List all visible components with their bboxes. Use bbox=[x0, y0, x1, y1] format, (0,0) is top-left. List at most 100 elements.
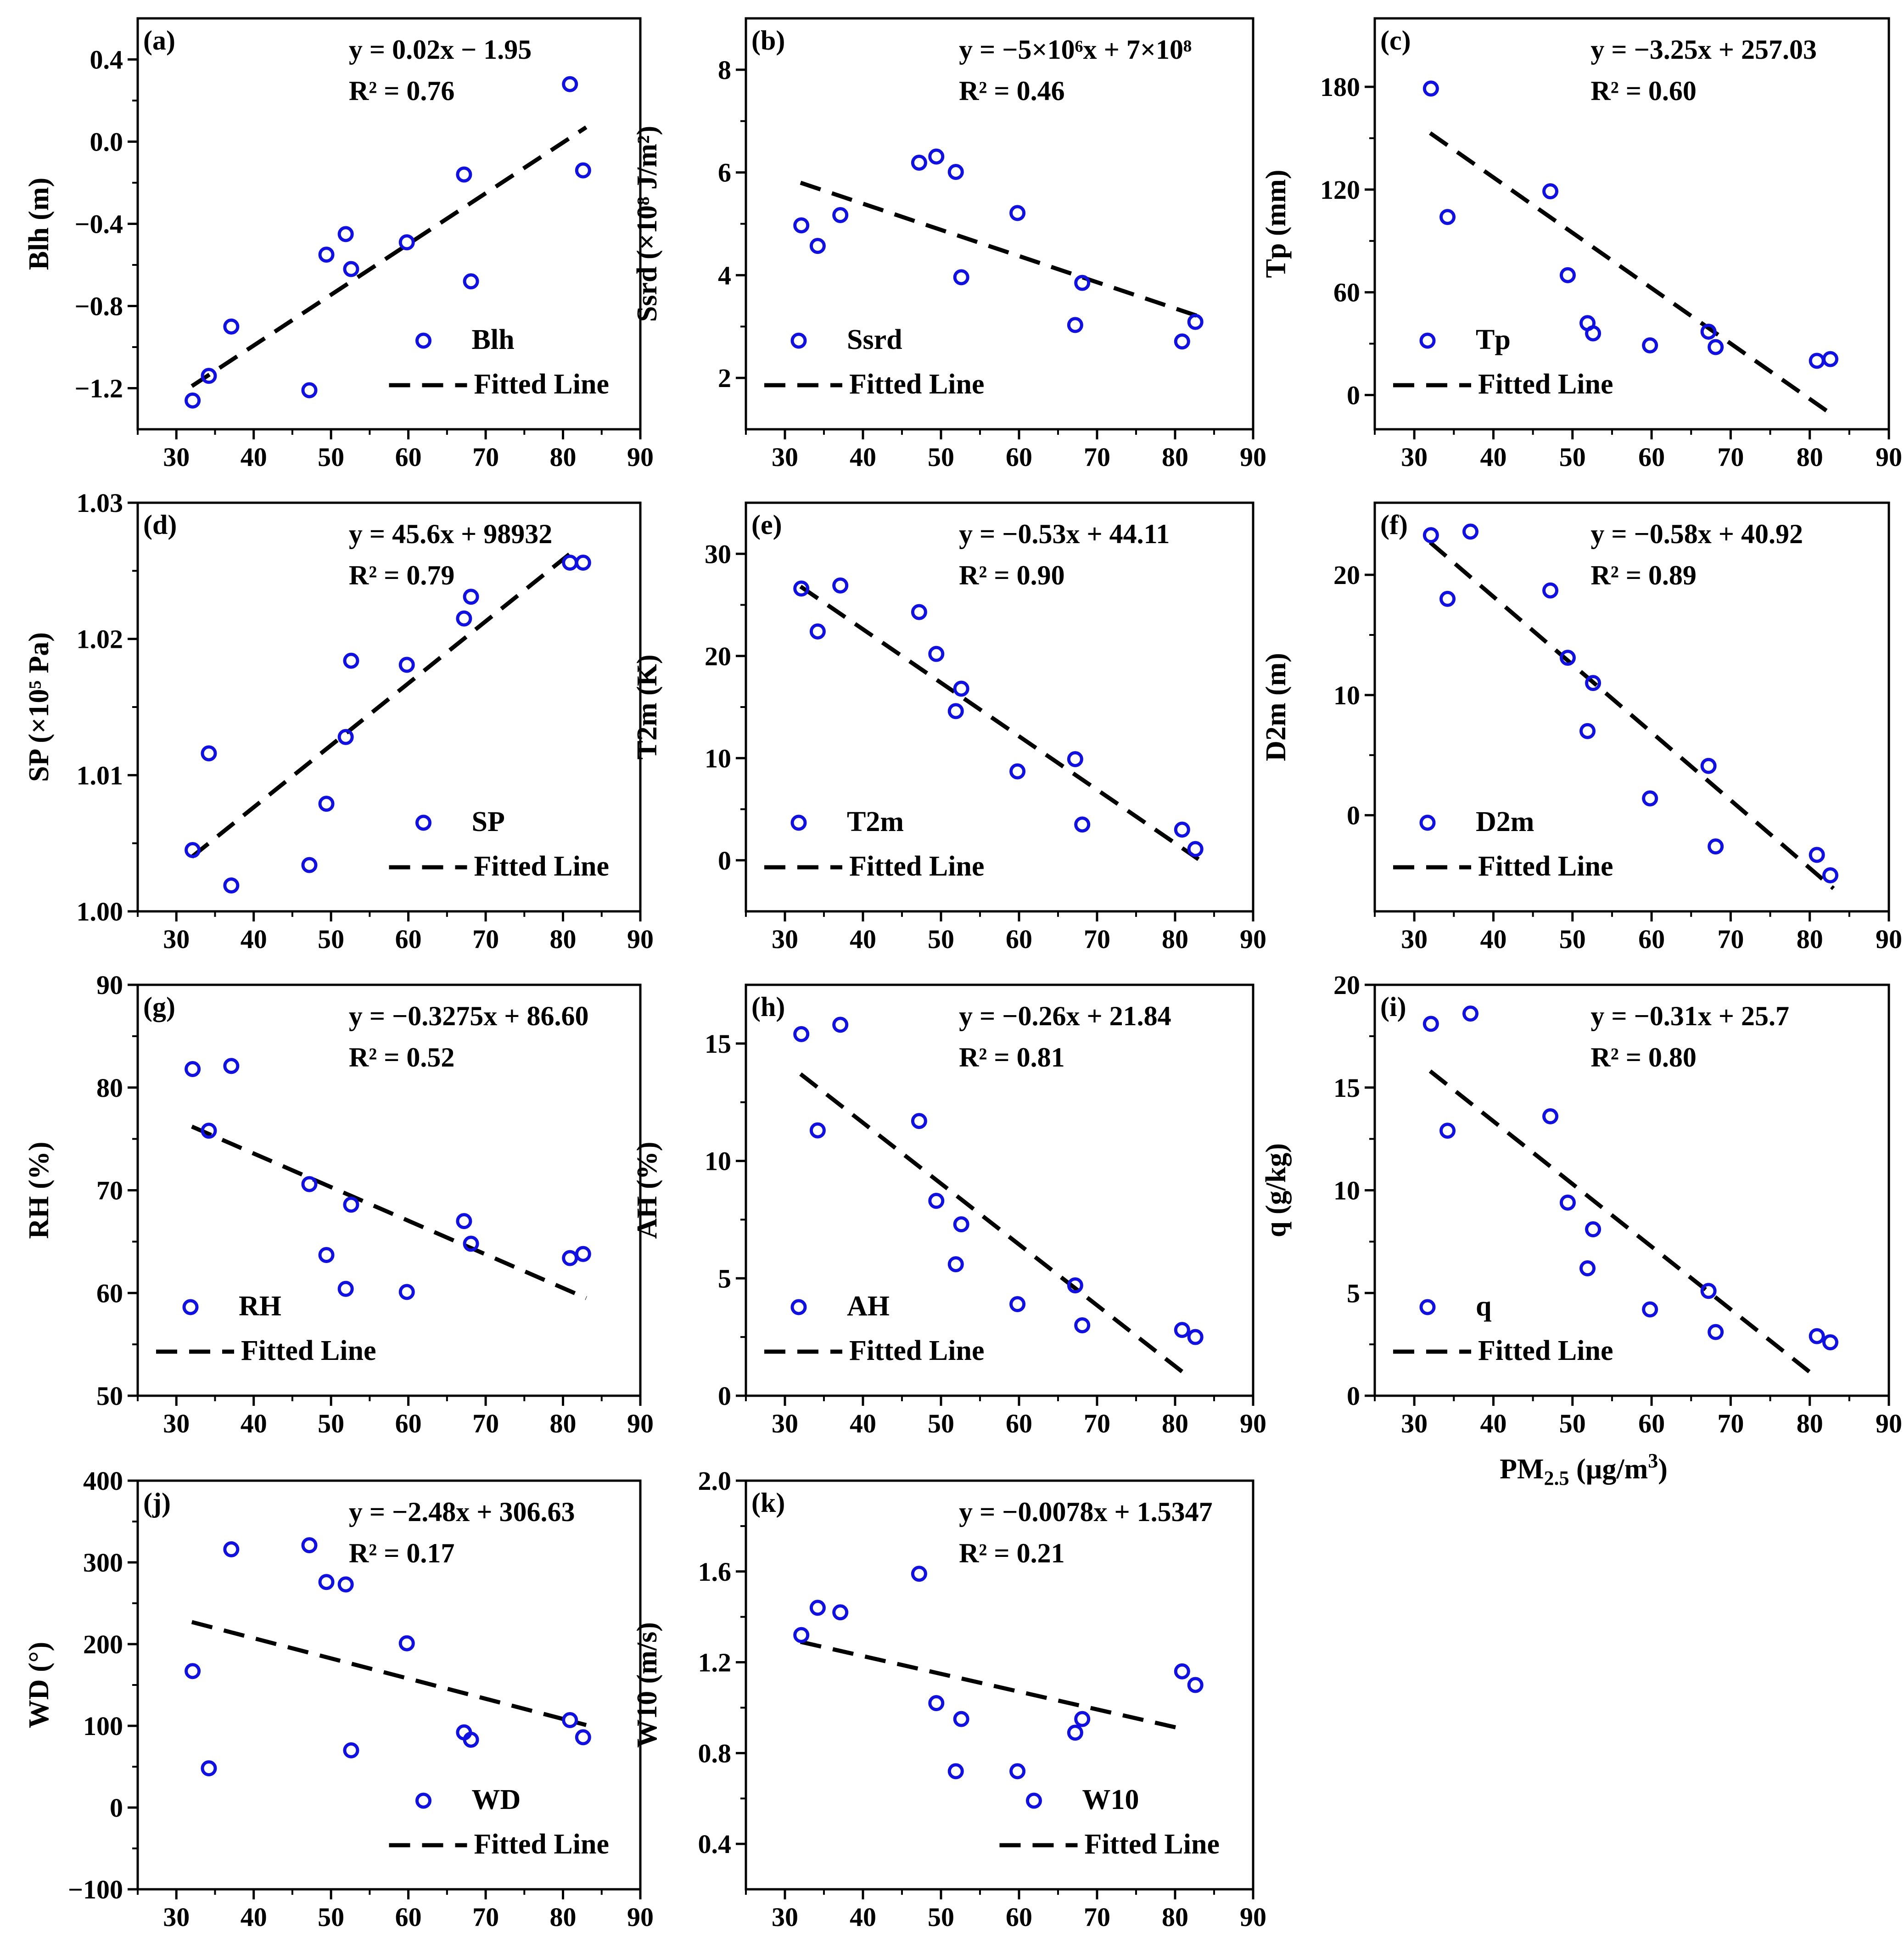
legend-marker bbox=[415, 814, 431, 831]
fit-equation: y = −0.58x + 40.92 bbox=[1590, 519, 1803, 549]
y-tick-label: 15 bbox=[705, 1029, 731, 1059]
data-point bbox=[1187, 841, 1204, 857]
y-tick-label: 0 bbox=[110, 1793, 123, 1823]
data-point bbox=[793, 1026, 810, 1042]
x-tick-label: 70 bbox=[472, 924, 499, 954]
data-point bbox=[1009, 1763, 1026, 1780]
data-point bbox=[1708, 1324, 1724, 1340]
fitted-line bbox=[191, 1620, 587, 1727]
y-tick-label: 0.0 bbox=[90, 127, 123, 157]
y-tick-label: 20 bbox=[1333, 560, 1360, 590]
x-tick-label: 30 bbox=[163, 1902, 190, 1932]
y-axis-title: Blh (m) bbox=[23, 178, 55, 270]
data-point bbox=[953, 1216, 969, 1233]
y-tick-label: 120 bbox=[1320, 175, 1360, 205]
data-point bbox=[832, 1604, 849, 1621]
data-point bbox=[398, 1284, 415, 1300]
data-point bbox=[398, 234, 415, 251]
data-point bbox=[953, 269, 969, 286]
data-point bbox=[343, 261, 359, 277]
panel-label: (b) bbox=[751, 25, 785, 56]
x-tick-label: 60 bbox=[1006, 924, 1032, 954]
data-point bbox=[1822, 351, 1838, 367]
legend-fit-label: Fitted Line bbox=[849, 369, 984, 400]
x-tick-label: 90 bbox=[1240, 442, 1266, 472]
x-tick-label: 70 bbox=[1084, 1902, 1110, 1932]
data-point bbox=[947, 1256, 964, 1273]
panel-a: 30 40 50 60 70 80 90 −1.2 −0.8 −0.4 0.0 0.4 Blh (m) (… bbox=[23, 17, 654, 472]
x-tick-label: 60 bbox=[1006, 442, 1032, 472]
x-tick-label: 70 bbox=[1084, 924, 1110, 954]
data-point bbox=[1462, 1005, 1478, 1022]
x-tick-label: 30 bbox=[1401, 1409, 1428, 1438]
x-tick-label: 60 bbox=[1638, 1409, 1665, 1438]
data-point bbox=[1809, 353, 1825, 369]
x-tick-label: 40 bbox=[241, 442, 267, 472]
y-axis-title: WD (°) bbox=[23, 1642, 55, 1728]
x-tick-label: 50 bbox=[1559, 1409, 1586, 1438]
x-tick-label: 30 bbox=[163, 442, 190, 472]
x-tick-label: 90 bbox=[627, 442, 654, 472]
data-point bbox=[1822, 867, 1838, 883]
legend-fit-label: Fitted Line bbox=[241, 1335, 376, 1366]
y-tick-label: 10 bbox=[1333, 680, 1360, 710]
legend-fit-label: Fitted Line bbox=[849, 1335, 984, 1366]
data-point bbox=[832, 1016, 849, 1033]
x-tick-label: 40 bbox=[850, 442, 876, 472]
legend-fit-label: Fitted Line bbox=[474, 1829, 609, 1860]
x-tick-label: 90 bbox=[627, 924, 654, 954]
y-axis-title: D2m (m) bbox=[1260, 653, 1292, 761]
data-point bbox=[562, 76, 578, 92]
data-point bbox=[463, 273, 479, 290]
y-tick-label: 10 bbox=[705, 1146, 731, 1176]
data-point bbox=[1559, 650, 1576, 666]
fitted-line bbox=[1429, 131, 1835, 417]
legend-marker bbox=[415, 332, 431, 349]
data-point bbox=[1422, 1016, 1439, 1032]
x-tick-label: 30 bbox=[772, 442, 798, 472]
y-tick-label: 1.6 bbox=[698, 1557, 732, 1587]
r-squared: R² = 0.80 bbox=[1590, 1042, 1697, 1073]
data-point bbox=[1067, 751, 1083, 767]
y-tick-label: 2 bbox=[718, 363, 731, 393]
x-tick-label: 30 bbox=[163, 924, 190, 954]
data-point bbox=[337, 226, 354, 242]
y-tick-label: 50 bbox=[96, 1381, 123, 1411]
x-axis-title: PM2.5 (µg/m3) bbox=[1500, 1449, 1668, 1489]
y-axis-title: q (g/kg) bbox=[1260, 1143, 1292, 1237]
x-tick-label: 60 bbox=[1638, 442, 1665, 472]
data-point bbox=[1559, 1194, 1576, 1211]
data-point bbox=[201, 745, 217, 762]
x-tick-label: 40 bbox=[241, 1409, 267, 1438]
data-point bbox=[185, 392, 201, 409]
y-tick-label: 0 bbox=[1347, 1381, 1360, 1411]
x-tick-label: 50 bbox=[1559, 924, 1586, 954]
x-tick-label: 80 bbox=[550, 1409, 577, 1438]
y-tick-label: 300 bbox=[83, 1548, 123, 1578]
data-point bbox=[1174, 821, 1190, 838]
x-tick-label: 30 bbox=[1401, 442, 1428, 472]
data-point bbox=[575, 555, 591, 571]
panel-label: (j) bbox=[143, 1488, 171, 1518]
x-tick-label: 80 bbox=[1162, 442, 1188, 472]
x-tick-label: 70 bbox=[1717, 1409, 1744, 1438]
data-point bbox=[318, 796, 335, 812]
legend-series-label: W10 bbox=[1082, 1784, 1139, 1815]
fitted-line bbox=[1428, 1069, 1815, 1377]
legend-fit-label: Fitted Line bbox=[1478, 1335, 1613, 1366]
r-squared: R² = 0.17 bbox=[349, 1538, 455, 1568]
y-tick-label: 20 bbox=[1333, 970, 1360, 1000]
data-point bbox=[318, 1574, 335, 1590]
fitted-line bbox=[799, 584, 1200, 861]
y-tick-label: 70 bbox=[96, 1176, 123, 1206]
data-point bbox=[463, 1235, 479, 1252]
plot-frame bbox=[1373, 501, 1890, 913]
r-squared: R² = 0.60 bbox=[1590, 76, 1697, 106]
x-tick-label: 90 bbox=[1876, 442, 1902, 472]
legend-fit-label: Fitted Line bbox=[1478, 369, 1613, 400]
panel-b: 30 40 50 60 70 80 90 2 4 6 8 Ssrd (×10⁸ J/m²) (b) y =… bbox=[632, 17, 1266, 472]
data-point bbox=[1700, 758, 1717, 774]
data-point bbox=[809, 1122, 826, 1139]
data-point bbox=[1822, 1334, 1838, 1351]
data-point bbox=[575, 1729, 591, 1746]
